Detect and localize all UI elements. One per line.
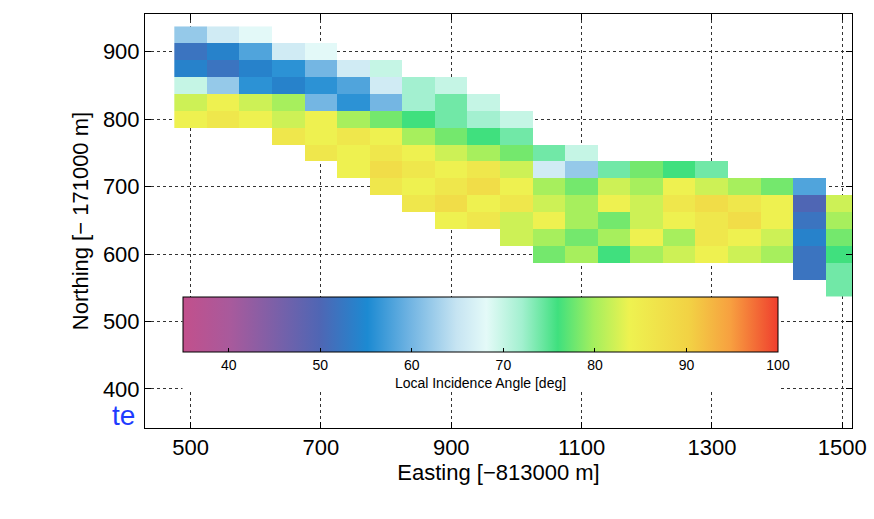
- svg-text:50: 50: [313, 357, 329, 373]
- svg-text:Local Incidence Angle [deg]: Local Incidence Angle [deg]: [395, 375, 566, 391]
- svg-text:90: 90: [679, 357, 695, 373]
- svg-text:Northing [− 171000 m]: Northing [− 171000 m]: [68, 112, 93, 330]
- svg-text:80: 80: [587, 357, 603, 373]
- svg-text:900: 900: [433, 435, 470, 460]
- svg-text:1100: 1100: [558, 435, 605, 460]
- svg-text:te: te: [112, 400, 135, 431]
- svg-text:1500: 1500: [818, 435, 867, 460]
- svg-text:700: 700: [103, 174, 140, 199]
- svg-text:40: 40: [221, 357, 237, 373]
- svg-text:70: 70: [496, 357, 512, 373]
- svg-text:100: 100: [766, 357, 790, 373]
- svg-text:900: 900: [103, 39, 140, 64]
- svg-text:1300: 1300: [687, 435, 736, 460]
- svg-text:500: 500: [172, 435, 209, 460]
- svg-text:600: 600: [103, 242, 140, 267]
- svg-text:400: 400: [103, 377, 140, 402]
- svg-text:Easting [−813000 m]: Easting [−813000 m]: [397, 460, 599, 485]
- svg-text:60: 60: [404, 357, 420, 373]
- svg-text:500: 500: [103, 309, 140, 334]
- svg-text:800: 800: [103, 107, 140, 132]
- svg-text:700: 700: [303, 435, 340, 460]
